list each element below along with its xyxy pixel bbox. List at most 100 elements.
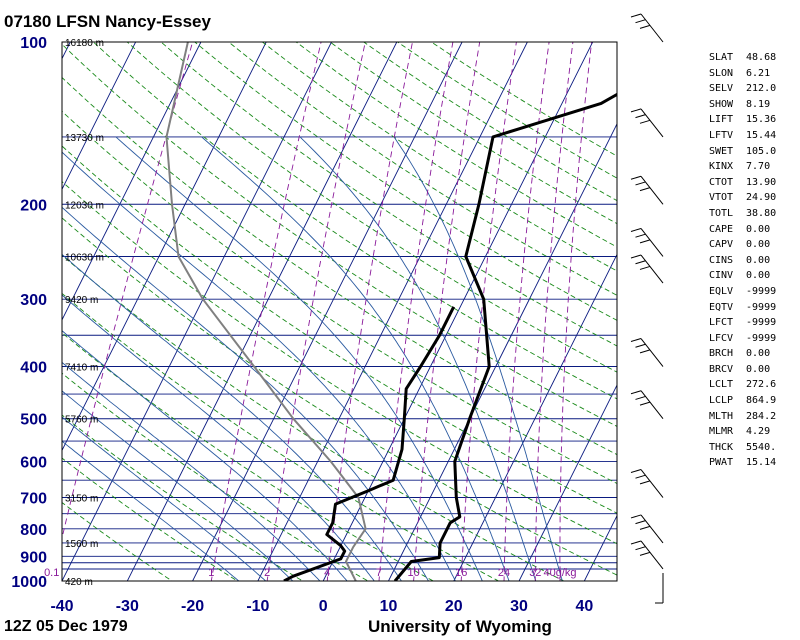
mixing-ratio-label: 40g/kg (544, 567, 577, 579)
index-value: 284.2 (740, 410, 777, 422)
dry-adiabat (62, 332, 435, 581)
isotherm (62, 42, 137, 191)
dry-adiabat (62, 180, 617, 545)
temperature-tick-label: 30 (510, 598, 528, 615)
moist-adiabat (62, 390, 294, 581)
wind-barb (630, 469, 664, 498)
wind-barb (630, 338, 664, 367)
index-value: -9999 (740, 317, 777, 329)
height-label: 9420 m (65, 295, 98, 306)
mixing-ratio-line (62, 42, 194, 540)
index-row: TOTL 38.80 (709, 206, 776, 222)
dry-adiabat (62, 292, 500, 581)
temperature-tick-label: 10 (380, 598, 398, 615)
isotherm (518, 384, 617, 581)
index-value: 0.00 (740, 363, 771, 375)
index-row: EQTV -9999 (709, 300, 776, 316)
index-value: 15.44 (740, 129, 777, 141)
index-name: KINX (709, 161, 734, 173)
index-name: LFCV (709, 332, 734, 344)
pressure-label-800: 800 (20, 522, 47, 539)
index-name: CTOT (709, 176, 734, 188)
dry-adiabat (62, 110, 617, 484)
moist-adiabat (62, 330, 348, 581)
temperature-tick-label: 20 (445, 598, 463, 615)
index-row: VTOT 24.90 (709, 190, 776, 206)
index-value: 8.19 (740, 98, 771, 110)
isotherm (453, 253, 617, 581)
index-value: 864.9 (740, 395, 777, 407)
index-row: LFCV -9999 (709, 331, 776, 347)
index-name: SHOW (709, 98, 734, 110)
mixing-ratio-line (559, 42, 593, 581)
index-name: CINS (709, 254, 734, 266)
index-name: EQLV (709, 285, 734, 297)
index-row: CINS 0.00 (709, 253, 776, 269)
wind-barb-surface (655, 573, 664, 604)
index-value: 48.68 (740, 52, 777, 63)
index-value: 15.14 (740, 457, 777, 469)
index-row: LCLP 864.9 (709, 393, 776, 409)
mixing-ratio-label: 16 (455, 567, 467, 579)
pressure-label-400: 400 (20, 360, 47, 377)
height-label: 12030 m (65, 200, 104, 211)
index-value: 272.6 (740, 379, 777, 391)
mixing-ratio-line (378, 42, 454, 581)
isotherm (62, 42, 202, 321)
index-name: PWAT (709, 457, 734, 469)
index-value: 7.70 (740, 161, 771, 173)
index-row: SLON 6.21 (709, 66, 776, 82)
dry-adiabat (62, 145, 617, 514)
height-label: 16180 m (65, 38, 104, 49)
isotherm (62, 42, 332, 581)
index-value: -9999 (740, 332, 777, 344)
index-value: 6.21 (740, 67, 771, 79)
height-label: 3150 m (65, 494, 98, 505)
wind-barb (630, 228, 664, 257)
dewpoint-trace (283, 306, 456, 581)
mixing-ratio-label: 32 (529, 567, 541, 579)
pressure-label-100: 100 (20, 35, 47, 52)
index-row: SLAT 48.68 (709, 50, 776, 66)
index-name: BRCH (709, 348, 734, 360)
wind-barb (630, 254, 664, 284)
index-name: CAPE (709, 223, 734, 235)
index-value: 0.00 (740, 239, 771, 251)
dry-adiabat (126, 42, 617, 373)
temperature-tick-label: 40 (575, 598, 593, 615)
index-value: 0.00 (740, 223, 771, 235)
height-label: 13730 m (65, 133, 104, 144)
isotherm (192, 42, 463, 581)
mixing-ratio-line (210, 42, 322, 581)
wind-barb (630, 540, 664, 570)
index-value: 0.00 (740, 270, 771, 282)
dry-adiabat (62, 502, 173, 581)
isotherm (62, 42, 267, 452)
mixing-ratio-line (503, 42, 550, 581)
wind-barb (630, 514, 664, 544)
mixing-ratio-label: 0.1 (44, 567, 59, 579)
height-label: 5760 m (65, 415, 98, 426)
index-row: CAPV 0.00 (709, 237, 776, 253)
temperature-tick-label: -20 (181, 598, 204, 615)
moist-adiabat (62, 361, 321, 581)
pressure-label-1000: 1000 (11, 574, 47, 591)
index-name: LFTV (709, 129, 734, 141)
index-value: 0.00 (740, 254, 771, 266)
isotherm (0, 42, 5, 581)
wind-barb (630, 13, 664, 43)
pressure-label-300: 300 (20, 292, 47, 309)
dry-adiabat (62, 254, 565, 581)
moist-adiabat (299, 136, 537, 581)
index-name: THCK (709, 441, 734, 453)
index-value: 0.00 (740, 348, 771, 360)
index-name: MLTH (709, 410, 734, 422)
index-value: 38.80 (740, 207, 777, 219)
index-row: SWET 105.0 (709, 144, 776, 160)
index-row: SHOW 8.19 (709, 97, 776, 113)
height-label: 1560 m (65, 539, 98, 550)
mixing-ratio-label: 24 (498, 567, 510, 579)
dry-adiabat (62, 217, 617, 576)
parcel-trace (165, 42, 367, 581)
index-value: 13.90 (740, 176, 777, 188)
